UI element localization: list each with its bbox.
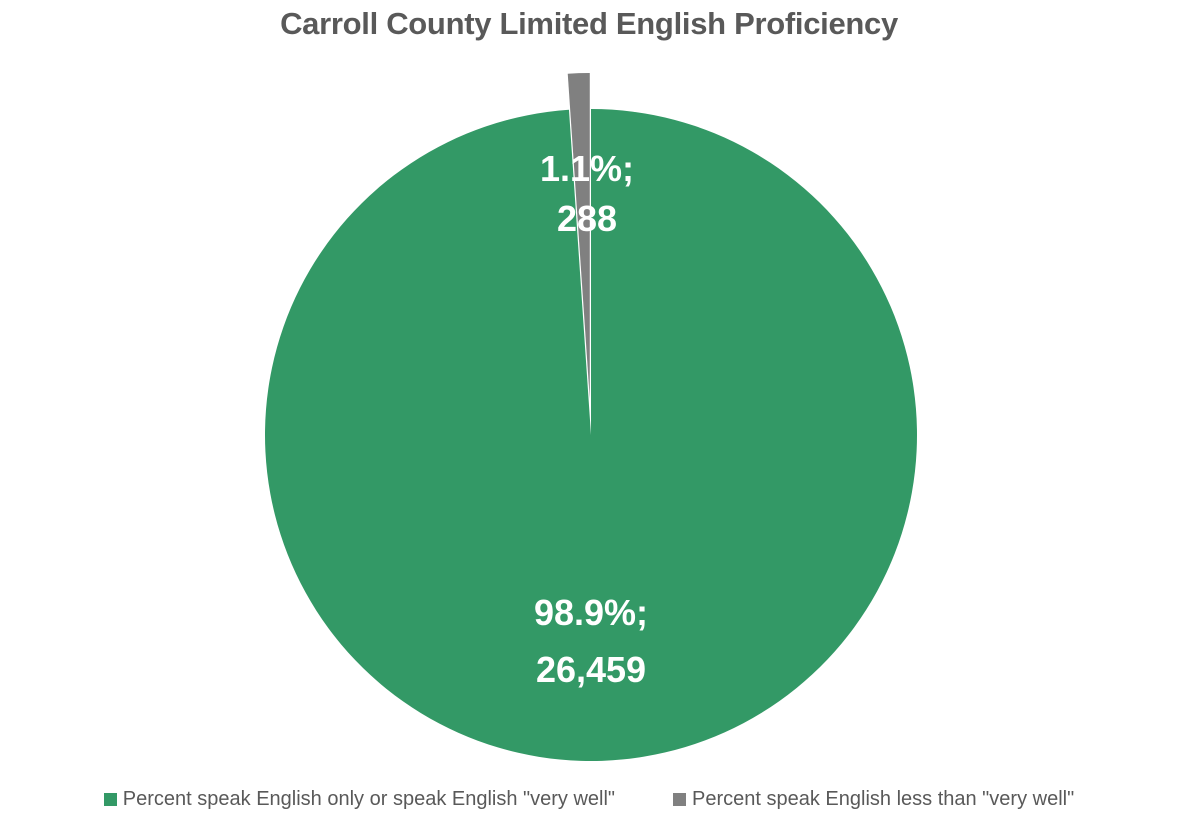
legend-item-english-very-well: Percent speak English only or speak Engl… bbox=[104, 788, 615, 811]
legend-swatch-gray bbox=[673, 793, 686, 806]
legend-swatch-green bbox=[104, 793, 117, 806]
data-label-percent: 98.9%; bbox=[534, 592, 648, 633]
legend-label: Percent speak English only or speak Engl… bbox=[123, 788, 615, 811]
legend-label: Percent speak English less than "very we… bbox=[692, 788, 1074, 811]
data-label-count: 26,459 bbox=[536, 649, 646, 690]
chart-legend: Percent speak English only or speak Engl… bbox=[0, 788, 1178, 811]
data-label-count: 288 bbox=[557, 198, 617, 239]
legend-item-english-less-than-very-well: Percent speak English less than "very we… bbox=[673, 788, 1074, 811]
data-label-percent: 1.1%; bbox=[540, 148, 634, 189]
